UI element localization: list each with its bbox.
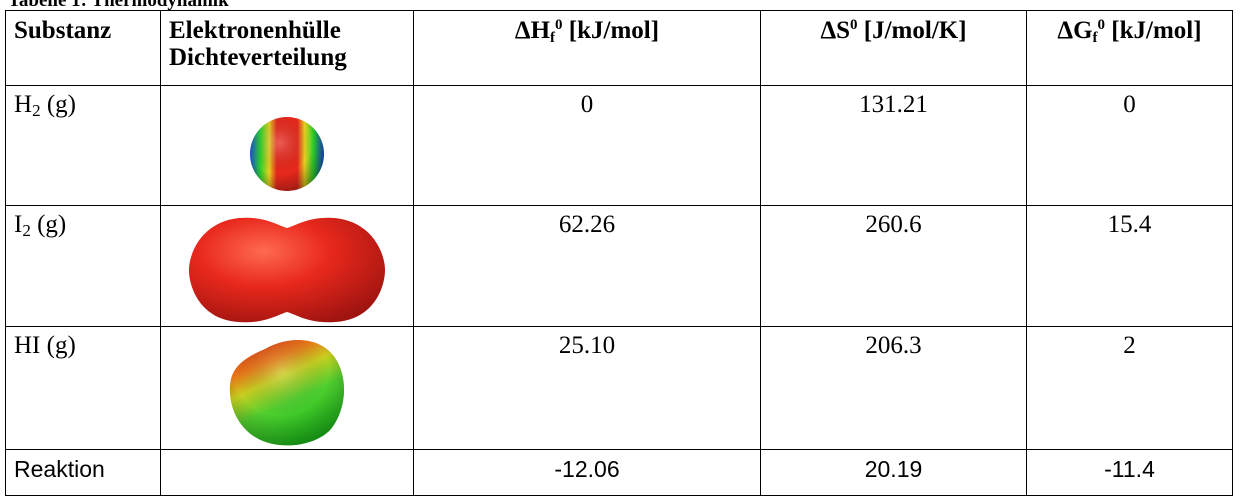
header-gibbs: ΔGf0 [kJ/mol]: [1026, 10, 1233, 86]
density-cell: [160, 85, 414, 206]
header-substance: Substanz: [5, 10, 161, 86]
entropy-cell: 206.3: [760, 326, 1027, 450]
substance-cell: I2 (g): [5, 205, 161, 327]
density-cell: [160, 449, 414, 496]
enthalpy-cell: -12.06: [413, 449, 761, 496]
table-row: H2 (g): [5, 85, 1233, 206]
header-electron-shell: Elektronenhülle Dichteverteilung: [160, 10, 414, 86]
enthalpy-cell: 0: [413, 85, 761, 206]
table-row: I2 (g) 62.26 260.6 15.4: [5, 205, 1233, 327]
enthalpy-cell: 25.10: [413, 326, 761, 450]
thermodynamics-table: Substanz Elektronenhülle Dichteverteilung…: [5, 10, 1233, 496]
gibbs-cell: 15.4: [1026, 205, 1233, 327]
table-row: HI (g): [5, 326, 1233, 450]
header-entropy: ΔS0 [J/mol/K]: [760, 10, 1027, 86]
substance-cell: H2 (g): [5, 85, 161, 206]
gibbs-cell: -11.4: [1026, 449, 1233, 496]
enthalpy-cell: 62.26: [413, 205, 761, 327]
header-enthalpy: ΔHf0 [kJ/mol]: [413, 10, 761, 86]
table-caption: Tabelle 1: Thermodynamik: [8, 0, 229, 11]
gibbs-cell: 2: [1026, 326, 1233, 450]
table-header-row: Substanz Elektronenhülle Dichteverteilung…: [5, 10, 1233, 86]
entropy-cell: 131.21: [760, 85, 1027, 206]
hi-density-icon: [229, 339, 345, 446]
substance-cell: Reaktion: [5, 449, 161, 496]
density-cell: [160, 326, 414, 450]
density-cell: [160, 205, 414, 327]
h2-density-icon: [250, 117, 324, 191]
gibbs-cell: 0: [1026, 85, 1233, 206]
entropy-cell: 260.6: [760, 205, 1027, 327]
entropy-cell: 20.19: [760, 449, 1027, 496]
substance-cell: HI (g): [5, 326, 161, 450]
i2-density-icon: [189, 217, 385, 323]
table-row: Reaktion -12.06 20.19 -11.4: [5, 449, 1233, 496]
